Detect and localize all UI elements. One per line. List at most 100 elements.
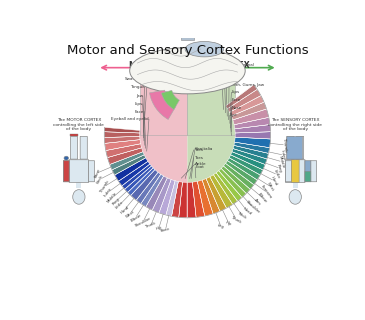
Text: Middle: Middle [107,191,118,204]
FancyBboxPatch shape [291,160,299,182]
Text: Lips: Lips [135,102,143,106]
Polygon shape [136,172,161,204]
Polygon shape [110,152,144,170]
Text: Intra-abdominal: Intra-abdominal [221,63,254,67]
Text: Ring: Ring [276,163,283,173]
Text: Thumb: Thumb [282,138,287,152]
Polygon shape [231,152,265,170]
FancyBboxPatch shape [69,160,89,182]
Text: Forearm: Forearm [260,184,273,200]
Text: Toes: Toes [193,148,203,152]
Text: Shoulder: Shoulder [245,200,261,215]
Polygon shape [210,175,233,208]
Text: Knee: Knee [160,227,171,233]
Polygon shape [234,117,270,129]
Polygon shape [202,179,220,214]
Polygon shape [119,161,150,186]
Text: Jaw: Jaw [136,94,143,98]
Polygon shape [216,171,242,201]
Text: Face: Face [232,98,241,102]
Text: Trunk: Trunk [231,215,242,224]
FancyBboxPatch shape [64,161,69,182]
Polygon shape [235,124,270,133]
Polygon shape [131,170,158,200]
Text: Thumb: Thumb [99,180,110,193]
Polygon shape [235,132,270,139]
FancyBboxPatch shape [287,136,302,159]
Text: Swallowing: Swallowing [124,77,147,81]
Text: Hip: Hip [155,225,162,231]
Text: Hand: Hand [119,205,130,214]
Polygon shape [233,145,269,159]
Polygon shape [227,158,260,180]
Text: Middle: Middle [278,155,285,168]
FancyBboxPatch shape [285,160,305,182]
Polygon shape [104,136,140,143]
Text: Eyeball and eyelid: Eyeball and eyelid [111,117,149,121]
Ellipse shape [130,48,245,94]
Polygon shape [223,164,254,189]
Text: Brow: Brow [94,168,101,178]
FancyBboxPatch shape [296,136,304,159]
Polygon shape [231,102,266,120]
Polygon shape [214,173,238,204]
Polygon shape [108,148,143,164]
Polygon shape [106,144,142,157]
Text: Elbow: Elbow [130,213,142,222]
Ellipse shape [64,156,69,160]
Wedge shape [150,90,176,119]
Polygon shape [192,181,205,217]
Text: Little: Little [115,200,124,210]
FancyBboxPatch shape [311,161,316,182]
Polygon shape [152,178,171,213]
Text: Head: Head [242,207,253,216]
Polygon shape [197,180,213,216]
Polygon shape [104,132,140,138]
Polygon shape [105,140,141,150]
FancyBboxPatch shape [89,161,95,182]
FancyBboxPatch shape [80,136,87,159]
Polygon shape [125,166,153,192]
Text: Genitalia: Genitalia [195,147,214,150]
Text: The MOTOR CORTEX
controlling the left side
of the body: The MOTOR CORTEX controlling the left si… [53,118,104,131]
FancyBboxPatch shape [305,161,311,182]
Text: Wrist: Wrist [266,181,275,192]
Polygon shape [172,181,182,217]
Text: Nose: Nose [231,106,242,110]
Bar [140,71,188,135]
Polygon shape [128,168,155,196]
Text: Trunk: Trunk [145,221,157,229]
Text: Shoulder: Shoulder [134,216,152,228]
Text: Arm: Arm [254,198,262,207]
Text: Foot: Foot [195,165,204,169]
Polygon shape [188,106,235,182]
Text: Ring: Ring [111,197,120,206]
Bar [293,182,298,188]
Polygon shape [230,96,264,116]
Polygon shape [226,161,257,185]
Text: Index: Index [104,187,113,198]
Wedge shape [161,90,179,109]
Ellipse shape [185,42,224,57]
Polygon shape [188,182,196,218]
Polygon shape [219,168,246,197]
Polygon shape [232,148,267,164]
Polygon shape [141,174,164,207]
Polygon shape [221,166,250,194]
Polygon shape [166,181,178,216]
Polygon shape [104,127,140,133]
Text: Eye: Eye [230,113,237,117]
Text: MOTOR CORTEX: MOTOR CORTEX [129,61,198,70]
Polygon shape [234,142,270,153]
Text: Neck: Neck [237,212,247,220]
Text: Motor and Sensory Cortex Functions: Motor and Sensory Cortex Functions [67,44,308,57]
Text: Toes: Toes [193,156,203,160]
Text: Ankle: Ankle [195,162,207,166]
Text: SENSORY CORTEX: SENSORY CORTEX [173,61,250,70]
Bar [70,134,78,136]
FancyBboxPatch shape [70,136,78,159]
Polygon shape [233,109,269,125]
Text: The SENSORY CORTEX
controlling the right side
of the body: The SENSORY CORTEX controlling the right… [268,118,322,131]
Polygon shape [229,155,263,175]
Text: Index: Index [280,149,286,161]
